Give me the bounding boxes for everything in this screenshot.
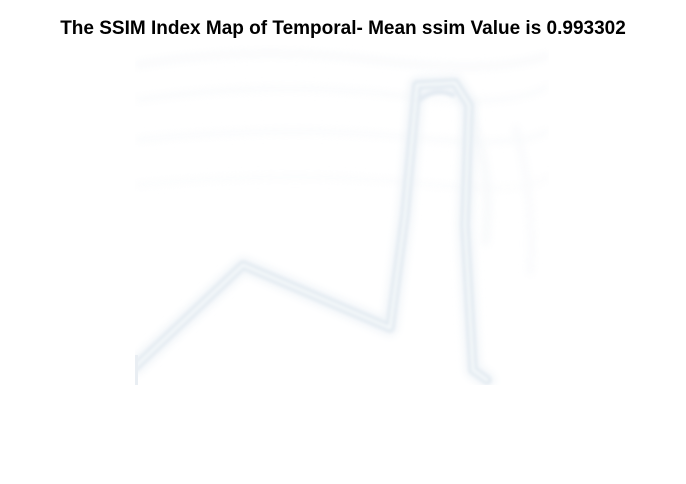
background-texture [135,50,549,276]
edge-remnant [135,355,138,385]
ssim-map-image [135,45,549,385]
edge-halo [135,75,495,385]
edge-structure [135,78,492,385]
figure-title: The SSIM Index Map of Temporal- Mean ssi… [60,18,626,39]
ssim-map-svg [135,50,549,385]
